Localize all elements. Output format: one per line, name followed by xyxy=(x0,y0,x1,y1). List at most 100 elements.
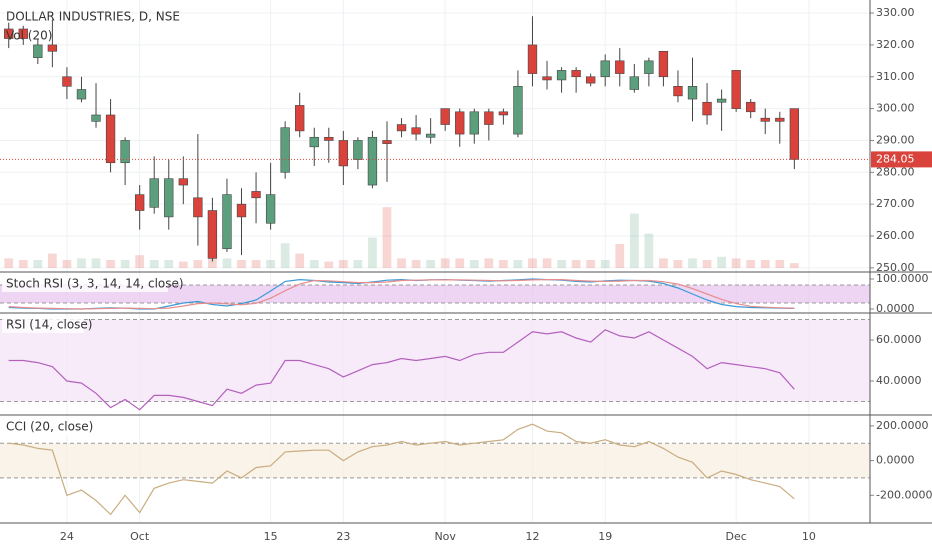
volume-bar xyxy=(557,260,566,268)
candle-body xyxy=(455,111,465,135)
volume-bar xyxy=(135,255,145,268)
title-bg xyxy=(2,276,168,292)
candle-body xyxy=(164,178,174,218)
candle-body xyxy=(673,86,683,97)
y-tick-label: -200.0000 xyxy=(876,488,932,501)
y-tick-label: 290.00 xyxy=(876,133,915,146)
volume-bar xyxy=(629,213,639,268)
x-tick-label: 12 xyxy=(525,530,539,543)
chart-subtitle: Vol (20) xyxy=(6,29,52,43)
title-bg xyxy=(2,419,84,435)
candle-body xyxy=(236,203,247,218)
candle-body xyxy=(789,108,800,160)
volume-bar xyxy=(178,261,188,268)
candle-body xyxy=(702,101,712,116)
candle-body xyxy=(367,136,378,186)
candle-body xyxy=(396,124,407,132)
volume-bar xyxy=(77,258,86,268)
candle-body xyxy=(207,210,218,259)
candle-body xyxy=(18,28,28,39)
volume-bar xyxy=(324,261,334,268)
x-tick-label: 10 xyxy=(802,530,816,543)
volume-bar xyxy=(542,258,552,268)
volume-bar xyxy=(702,260,712,268)
volume-bar xyxy=(280,243,290,268)
last-price-box xyxy=(871,151,932,168)
candle-body xyxy=(716,98,727,103)
candle-body xyxy=(586,76,596,84)
x-tick-label: 24 xyxy=(60,530,74,543)
volume-bar xyxy=(62,260,72,268)
pane-title: RSI (14, close) xyxy=(6,318,92,332)
band-fill xyxy=(0,319,870,402)
y-tick-label: 0.0000 xyxy=(876,302,915,315)
candle-body xyxy=(295,105,305,132)
candle-body xyxy=(193,197,203,218)
candle-body xyxy=(105,114,116,164)
pane-title: Stoch RSI (3, 3, 14, 14, close) xyxy=(6,277,184,291)
candle-body xyxy=(731,70,741,109)
y-tick-label: 300.00 xyxy=(876,102,915,115)
volume-bar xyxy=(251,260,261,268)
x-tick-label: Oct xyxy=(130,530,150,543)
candle-body xyxy=(178,178,188,186)
indicator-line xyxy=(8,423,795,516)
candle-body xyxy=(222,194,232,250)
volume-bar xyxy=(120,260,130,268)
y-tick-label: 320.00 xyxy=(876,38,915,51)
volume-bar xyxy=(673,260,683,268)
candle-body xyxy=(440,108,450,125)
volume-bar xyxy=(295,253,305,268)
volume-bar xyxy=(309,260,319,268)
candle-body xyxy=(309,136,319,148)
x-tick-label: 19 xyxy=(598,530,612,543)
candle-body xyxy=(615,60,625,74)
volume-bar xyxy=(484,258,494,268)
volume-bar xyxy=(4,258,14,268)
volume-bar xyxy=(426,260,435,268)
volume-bar xyxy=(775,260,785,268)
candle-body xyxy=(498,111,509,116)
last-price-label: 284.05 xyxy=(876,152,915,165)
volume-bar xyxy=(688,258,697,268)
y-tick-label: 280.00 xyxy=(876,165,915,178)
volume-bar xyxy=(193,260,203,268)
volume-bar xyxy=(411,260,421,268)
candle-body xyxy=(33,44,43,58)
candle-body xyxy=(469,111,479,135)
candle-body xyxy=(571,70,581,78)
candle-body xyxy=(251,191,261,199)
candle-body xyxy=(324,136,334,141)
candle-body xyxy=(687,86,698,100)
candle-body xyxy=(425,133,436,138)
volume-bar xyxy=(106,260,115,268)
candle-body xyxy=(775,117,785,122)
candle-body xyxy=(629,76,639,90)
x-tick-label: 23 xyxy=(336,530,350,543)
y-tick-label: 60.0000 xyxy=(876,333,922,346)
chart-title: DOLLAR INDUSTRIES, D, NSE xyxy=(6,10,180,24)
y-tick-label: 270.00 xyxy=(876,197,915,210)
candle-body xyxy=(760,117,770,122)
y-tick-label: 0.0000 xyxy=(876,454,915,467)
x-tick-label: 15 xyxy=(264,530,278,543)
candle-body xyxy=(411,127,421,135)
candle-body xyxy=(556,70,567,81)
candle-body xyxy=(542,76,552,81)
volume-bar xyxy=(222,258,232,268)
candle-body xyxy=(76,89,87,100)
volume-bar xyxy=(237,260,246,268)
volume-bar xyxy=(164,260,174,268)
volume-bar xyxy=(746,260,756,268)
candle-body xyxy=(513,86,523,135)
candle-body xyxy=(135,194,145,211)
volume-bar xyxy=(760,260,770,268)
candle-body xyxy=(353,140,363,160)
volume-bar xyxy=(353,260,363,268)
indicator-line xyxy=(8,329,795,411)
volume-bar xyxy=(600,260,610,268)
candle-body xyxy=(149,178,159,208)
y-tick-label: 310.00 xyxy=(876,70,915,83)
y-tick-label: 100.0000 xyxy=(876,272,929,285)
candle-body xyxy=(4,28,14,39)
